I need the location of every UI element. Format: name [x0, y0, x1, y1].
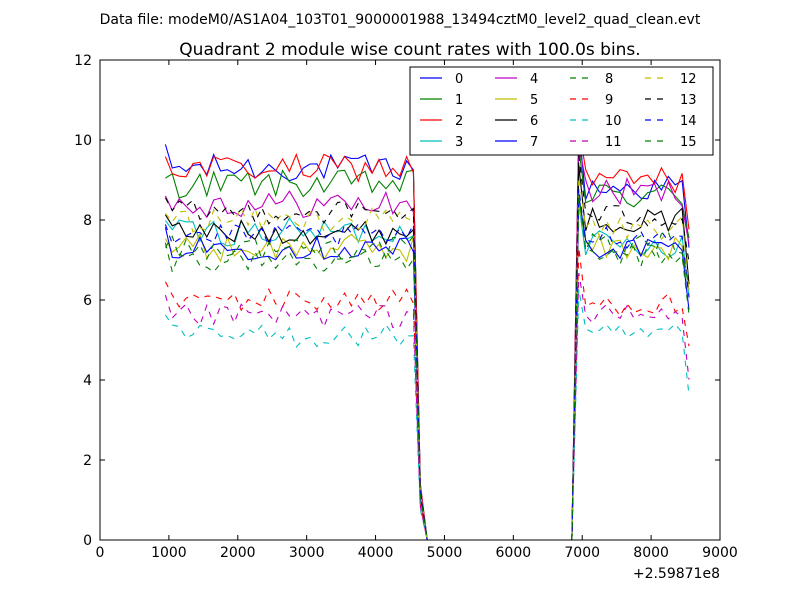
series-line-7 [164, 195, 690, 541]
y-tick-label: 2 [83, 453, 92, 469]
y-tick-label: 4 [83, 373, 92, 389]
series-line-3 [164, 203, 690, 541]
legend-label-0: 0 [455, 72, 463, 87]
legend-label-14: 14 [680, 114, 697, 129]
series-line-13 [164, 155, 690, 541]
series-line-6 [164, 165, 690, 541]
legend-label-15: 15 [680, 135, 697, 150]
x-tick-label: 4000 [358, 545, 394, 561]
y-tick-label: 8 [83, 213, 92, 229]
series-line-11 [164, 272, 690, 541]
x-tick-label: 0 [96, 545, 105, 561]
legend-label-4: 4 [530, 72, 538, 87]
series-line-15 [164, 193, 690, 541]
series-line-2 [164, 127, 690, 541]
legend-label-2: 2 [455, 114, 463, 129]
series-line-12 [164, 176, 690, 541]
series-line-9 [164, 247, 690, 541]
x-tick-label: 7000 [564, 545, 600, 561]
legend-label-13: 13 [680, 93, 697, 108]
x-tick-label: 9000 [702, 545, 738, 561]
series-line-4 [164, 145, 690, 541]
legend-label-11: 11 [605, 135, 622, 150]
series-line-8 [164, 193, 690, 541]
legend-label-12: 12 [680, 72, 697, 87]
ticks-layer: 0 1000 2000 3000 4000 5000 6000 7000 8000 9000 0 2 4… [74, 53, 738, 561]
legend-label-3: 3 [455, 135, 463, 150]
y-tick-label: 0 [83, 533, 92, 549]
legend-label-7: 7 [530, 135, 538, 150]
series-line-10 [164, 289, 690, 541]
x-tick-label: 3000 [289, 545, 325, 561]
x-offset-label: +2.59871e8 [633, 566, 720, 582]
x-tick-label: 8000 [633, 545, 669, 561]
series-line-14 [164, 189, 690, 541]
x-tick-label: 2000 [220, 545, 256, 561]
series-line-1 [165, 147, 690, 541]
legend-label-5: 5 [530, 93, 538, 108]
series-layer [164, 125, 690, 541]
legend-label-10: 10 [605, 114, 622, 129]
legend-label-8: 8 [605, 72, 613, 87]
chart-title: Quadrant 2 module wise count rates with … [179, 40, 640, 60]
legend-label-6: 6 [530, 114, 538, 129]
legend-label-9: 9 [605, 93, 613, 108]
legend-box [409, 66, 714, 156]
y-tick-label: 6 [83, 293, 92, 309]
legend-label-1: 1 [455, 93, 463, 108]
suptitle: Data file: modeM0/AS1A04_103T01_90000019… [100, 12, 701, 28]
y-tick-label: 12 [74, 53, 92, 69]
y-tick-label: 10 [74, 133, 92, 149]
x-tick-label: 5000 [427, 545, 463, 561]
x-tick-label: 6000 [496, 545, 532, 561]
x-tick-label: 1000 [151, 545, 187, 561]
